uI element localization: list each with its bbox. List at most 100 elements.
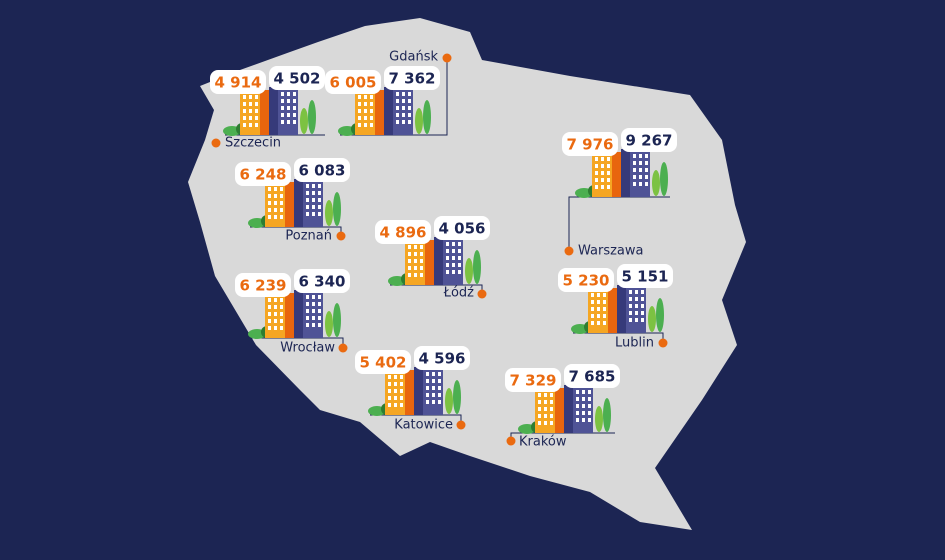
city: 6 005 7 362 Gdańsk [325,50,452,136]
building-side [375,90,384,135]
tree [473,250,481,284]
window [408,266,411,270]
value-label: 6 340 [299,273,346,291]
window [287,120,290,124]
city-name: Gdańsk [389,50,438,65]
window [281,106,284,110]
window [641,318,644,322]
window [358,109,361,113]
window [281,92,284,96]
city-dot [456,420,466,430]
window [420,259,423,263]
window [287,106,290,110]
value-label: 5 230 [563,272,610,290]
window [408,106,411,110]
window [408,113,411,117]
window [268,194,271,198]
window [414,259,417,263]
window [249,123,252,127]
window [629,304,632,308]
tree [325,311,333,337]
window [426,372,429,376]
building-side [621,149,630,197]
window [538,393,541,397]
window [588,404,591,408]
window [458,263,461,267]
window [400,375,403,379]
window [607,178,610,182]
window [306,302,309,306]
window [641,290,644,294]
window [249,102,252,106]
value-badge [294,269,350,293]
window [306,212,309,216]
window [588,397,591,401]
window [306,191,309,195]
value-label: 6 248 [240,166,287,184]
window [312,295,315,299]
window [601,171,604,175]
window [394,403,397,407]
value-badge [269,66,325,90]
city-name: Warszawa [578,244,644,259]
window [603,321,606,325]
window [364,102,367,106]
window [408,120,411,124]
window [249,116,252,120]
window [293,113,296,117]
city: 6 239 6 340 Wrocław [235,269,350,356]
window [293,99,296,103]
window [394,396,397,400]
window [402,92,405,96]
value-label: 4 502 [274,70,321,88]
window [396,120,399,124]
window [576,390,579,394]
window [597,321,600,325]
city-dot [336,231,346,241]
window [633,175,636,179]
city-dot [506,436,516,446]
window [538,421,541,425]
window [396,92,399,96]
building-side [294,290,303,338]
window [280,312,283,316]
window [458,270,461,274]
tree [445,388,453,414]
window [582,418,585,422]
window [318,184,321,188]
building-side [612,152,621,197]
window [639,182,642,186]
value-label: 7 685 [569,368,616,386]
tree [300,108,308,134]
window [287,99,290,103]
window [438,393,441,397]
window [432,386,435,390]
value-label: 9 267 [626,132,673,150]
window [576,397,579,401]
city-name: Poznań [285,229,332,244]
value-label: 6 083 [299,162,346,180]
value-label: 4 896 [380,224,427,242]
window [597,300,600,304]
window [255,123,258,127]
window [582,390,585,394]
window [591,314,594,318]
window [318,323,321,327]
window [243,102,246,106]
window [629,311,632,315]
window [414,273,417,277]
window [388,403,391,407]
window [595,157,598,161]
window [370,123,373,127]
window [280,208,283,212]
cities: 4 914 4 502 Szczecin 6 005 7 362 Gdańsk 7 976 9… [210,50,677,450]
window [601,185,604,189]
window [358,102,361,106]
city-dot [477,289,487,299]
value-label: 7 976 [567,136,614,154]
window [274,187,277,191]
window [635,311,638,315]
window [255,109,258,113]
window [420,252,423,256]
